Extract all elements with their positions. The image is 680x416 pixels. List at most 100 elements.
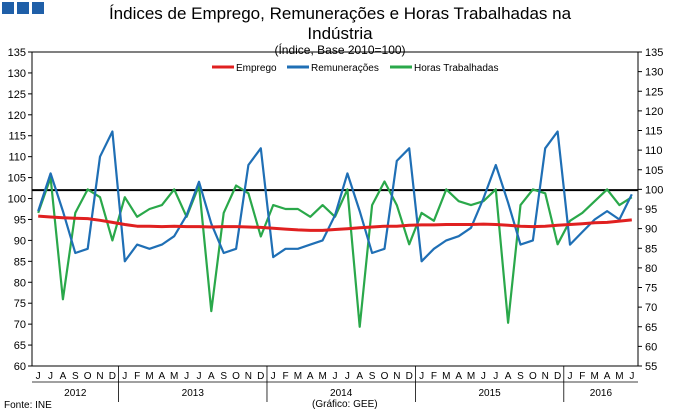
x-axis-year-label: 2014 <box>330 388 353 399</box>
x-axis-month-label: J <box>345 371 350 382</box>
x-axis-month-label: S <box>369 371 376 382</box>
right-axis-tick-label: 85 <box>645 243 657 255</box>
x-axis-month-label: F <box>579 371 585 382</box>
left-axis-tick-label: 70 <box>14 319 26 331</box>
series-line-horas-trabalhadas <box>37 176 633 328</box>
right-axis-tick-label: 55 <box>645 361 657 373</box>
x-axis-month-label: N <box>96 371 103 382</box>
plot-frame <box>31 51 639 367</box>
x-axis-month-label: O <box>84 371 92 382</box>
source-note: Fonte: INE <box>4 400 52 411</box>
x-axis-month-label: F <box>282 371 288 382</box>
left-axis-tick-label: 130 <box>8 68 26 80</box>
left-axis-tick-label: 90 <box>14 235 26 247</box>
left-axis-tick-label: 135 <box>8 47 26 59</box>
x-axis-month-label: M <box>294 371 302 382</box>
credit-note: (Gráfico: GEE) <box>312 399 378 410</box>
right-axis-tick-label: 70 <box>645 302 657 314</box>
x-axis-month-label: O <box>529 371 537 382</box>
x-axis-month-label: A <box>159 371 166 382</box>
x-axis-year-label: 2013 <box>182 388 205 399</box>
x-axis-month-label: F <box>431 371 437 382</box>
left-axis-tick-label: 110 <box>8 152 26 164</box>
chart-subtitle: (Índice, Base 2010=100) <box>274 43 406 57</box>
brand-square-3 <box>32 2 44 14</box>
left-axis-tick-label: 115 <box>8 131 26 143</box>
x-axis-year-label: 2016 <box>590 388 613 399</box>
x-axis-month-label: J <box>36 371 41 382</box>
x-axis-month-label: M <box>145 371 153 382</box>
x-axis-month-label: A <box>505 371 512 382</box>
x-axis-month-label: J <box>271 371 276 382</box>
x-axis-month-label: A <box>356 371 363 382</box>
series-line-remuneracoes <box>37 130 633 263</box>
right-axis-tick-label: 100 <box>645 184 663 196</box>
x-axis-month-label: J <box>184 371 189 382</box>
right-axis-tick-label: 95 <box>645 204 657 216</box>
legend-label-horas-trabalhadas: Horas Trabalhadas <box>414 63 499 74</box>
x-axis-month-label: A <box>455 371 462 382</box>
chart-title: Índices de Emprego, Remunerações e Horas… <box>108 4 572 43</box>
x-axis-month-label: J <box>629 371 634 382</box>
x-axis-month-label: J <box>333 371 338 382</box>
right-axis-tick-label: 135 <box>645 47 663 59</box>
x-axis-month-label: J <box>493 371 498 382</box>
right-axis-tick-label: 60 <box>645 341 657 353</box>
right-axis-tick-label: 115 <box>645 126 663 138</box>
left-axis-tick-label: 125 <box>8 89 26 101</box>
left-axis-tick-label: 95 <box>14 214 26 226</box>
right-axis-tick-label: 130 <box>645 67 663 79</box>
x-axis-month-label: J <box>567 371 572 382</box>
right-axis-tick-label: 65 <box>645 322 657 334</box>
right-axis-tick-label: 125 <box>645 86 663 98</box>
right-axis-tick-label: 105 <box>645 165 663 177</box>
x-axis-month-label: D <box>406 371 413 382</box>
x-axis-month-label: A <box>307 371 314 382</box>
right-axis-tick-label: 75 <box>645 283 657 295</box>
left-axis-tick-label: 100 <box>8 194 26 206</box>
x-axis-month-label: J <box>196 371 201 382</box>
x-axis-year-label: 2012 <box>64 388 87 399</box>
x-axis-month-label: M <box>615 371 623 382</box>
brand-squares <box>2 2 44 14</box>
x-axis-month-label: M <box>170 371 178 382</box>
x-axis-month-label: M <box>442 371 450 382</box>
left-axis-tick-label: 105 <box>8 173 26 185</box>
x-axis-month-label: M <box>591 371 599 382</box>
right-axis-tick-label: 90 <box>645 224 657 236</box>
right-axis-tick-label: 110 <box>645 145 663 157</box>
left-axis-tick-label: 65 <box>14 340 26 352</box>
x-axis-month-label: A <box>208 371 215 382</box>
legend-label-remuneracoes: Remunerações <box>311 63 379 74</box>
x-axis-month-label: N <box>542 371 549 382</box>
x-axis-month-label: O <box>381 371 389 382</box>
series-line-emprego <box>38 214 632 232</box>
right-axis-tick-label: 80 <box>645 263 657 275</box>
brand-square-2 <box>17 2 29 14</box>
x-axis-month-label: J <box>122 371 127 382</box>
left-axis-tick-label: 80 <box>14 277 26 289</box>
x-axis-month-label: D <box>554 371 561 382</box>
x-axis-month-label: F <box>134 371 140 382</box>
x-axis-month-label: J <box>48 371 53 382</box>
x-axis-month-label: S <box>517 371 524 382</box>
x-axis-month-label: M <box>467 371 475 382</box>
left-axis-tick-label: 120 <box>8 110 26 122</box>
x-axis-month-label: A <box>604 371 611 382</box>
x-axis-month-label: N <box>393 371 400 382</box>
x-axis-month-label: J <box>481 371 486 382</box>
x-axis-month-label: S <box>72 371 79 382</box>
legend-label-emprego: Emprego <box>236 63 277 74</box>
right-axis-tick-label: 120 <box>645 106 663 118</box>
left-axis-tick-label: 60 <box>14 361 26 373</box>
x-axis-month-label: D <box>109 371 116 382</box>
x-axis-month-label: N <box>245 371 252 382</box>
x-axis-month-label: S <box>220 371 227 382</box>
x-axis-month-label: O <box>232 371 240 382</box>
brand-square-1 <box>2 2 14 14</box>
x-axis-month-label: M <box>318 371 326 382</box>
x-axis-year-label: 2015 <box>478 388 501 399</box>
x-axis-month-label: A <box>60 371 67 382</box>
x-axis-month-label: D <box>257 371 264 382</box>
